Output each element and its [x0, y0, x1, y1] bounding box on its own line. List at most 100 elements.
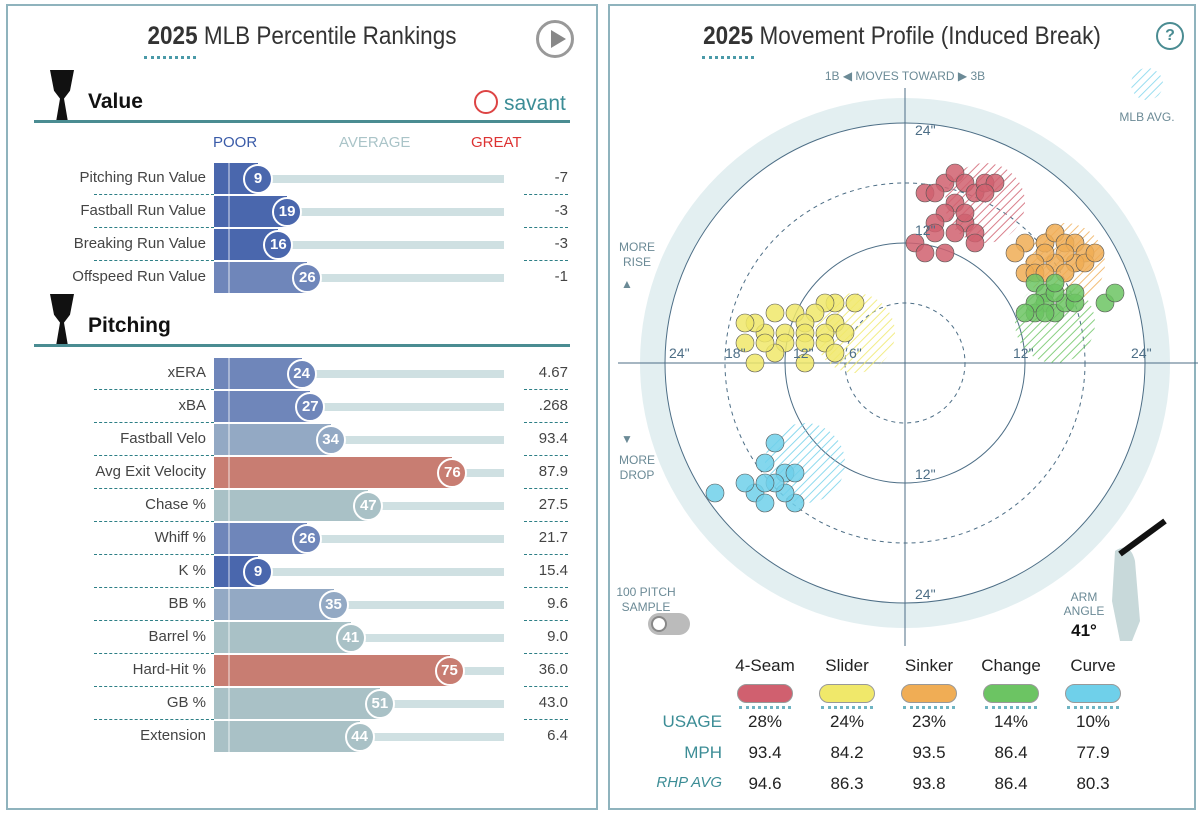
pitch-rhp: 86.4	[994, 774, 1028, 793]
row-divider	[524, 521, 568, 522]
pitch-usage: 10%	[1075, 712, 1111, 731]
percentile-track	[214, 370, 504, 378]
percentile-badge: 47	[353, 491, 384, 521]
bar-tick	[228, 229, 230, 260]
pitch-dot	[755, 473, 775, 493]
pitch-dot	[1015, 303, 1035, 323]
stat-value: 9.0	[547, 628, 568, 645]
percentile-bar	[214, 523, 308, 554]
stat-row[interactable]: Offspeed Run Value 26 -1	[8, 262, 598, 295]
bar-tick	[228, 196, 230, 227]
percentile-bar	[214, 622, 351, 653]
stat-row[interactable]: Hard-Hit % 75 36.0	[8, 655, 598, 688]
pitch-color-swatch[interactable]	[901, 684, 957, 703]
pitch-name: Curve	[1070, 656, 1116, 675]
play-icon	[551, 30, 566, 48]
more-rise-label: MORE	[619, 240, 655, 254]
pitch-dot	[825, 343, 845, 363]
pitch-name: Sinker	[904, 656, 954, 675]
bar-tick	[228, 523, 230, 554]
row-divider	[94, 260, 214, 261]
pitch-dot	[975, 183, 995, 203]
pitch-mph: 93.5	[912, 743, 946, 762]
row-divider	[94, 389, 214, 390]
stat-row[interactable]: Breaking Run Value 16 -3	[8, 229, 598, 262]
stat-row[interactable]: Avg Exit Velocity 76 87.9	[8, 457, 598, 490]
pitch-color-swatch[interactable]	[983, 684, 1039, 703]
bar-tick	[228, 622, 230, 653]
pitch-name: Change	[981, 656, 1041, 675]
stat-row[interactable]: GB % 51 43.0	[8, 688, 598, 721]
percentile-track	[214, 175, 504, 183]
title-underline	[144, 56, 196, 60]
stat-row[interactable]: Extension 44 6.4	[8, 721, 598, 754]
pitch-dot	[735, 473, 755, 493]
percentile-bar	[214, 688, 380, 719]
stat-row[interactable]: Pitching Run Value 9 -7	[8, 163, 598, 196]
stat-value: 9.6	[547, 595, 568, 612]
pitch-color-swatch[interactable]	[819, 684, 875, 703]
stat-row[interactable]: K % 9 15.4	[8, 556, 598, 589]
stat-label: Chase %	[145, 496, 206, 513]
section-title: Value	[88, 90, 143, 113]
percentile-track	[214, 208, 504, 216]
pitch-dot	[845, 293, 865, 313]
pitch-rhp: 86.3	[830, 774, 864, 793]
stat-value: -7	[554, 169, 568, 186]
stat-row[interactable]: Barrel % 41 9.0	[8, 622, 598, 655]
row-divider	[94, 587, 214, 588]
percentile-bar	[214, 721, 360, 752]
pitcher-silhouette	[1112, 547, 1140, 641]
toggle-knob	[651, 616, 667, 632]
stat-value: 87.9	[538, 463, 568, 480]
pitch-dot	[925, 223, 945, 243]
pitch-dot	[795, 353, 815, 373]
pitch-dot	[925, 183, 945, 203]
percentile-badge: 75	[434, 656, 465, 686]
bar-tick	[228, 490, 230, 521]
percentile-bar	[214, 457, 453, 488]
section-title: Pitching	[88, 314, 171, 337]
row-divider	[94, 488, 214, 489]
stat-row[interactable]: Whiff % 26 21.7	[8, 523, 598, 556]
arm-angle-label: ANGLE	[1064, 604, 1105, 618]
percentile-track	[214, 241, 504, 249]
movement-title: 2025 Movement Profile (Induced Break)	[639, 22, 1165, 51]
row-divider	[524, 620, 568, 621]
pitch-color-swatch[interactable]	[1065, 684, 1121, 703]
title-text: Movement Profile (Induced Break)	[759, 22, 1101, 50]
row-divider	[94, 686, 214, 687]
row-divider	[94, 521, 214, 522]
stat-label: Hard-Hit %	[132, 661, 206, 678]
stat-row[interactable]: Fastball Run Value 19 -3	[8, 196, 598, 229]
stat-row[interactable]: xBA 27 .268	[8, 391, 598, 424]
bar-tick	[228, 457, 230, 488]
arm-angle-value: 41°	[1071, 621, 1097, 640]
stat-row[interactable]: Chase % 47 27.5	[8, 490, 598, 523]
stat-label: Extension	[140, 727, 206, 744]
play-button[interactable]	[536, 20, 574, 58]
stat-row[interactable]: xERA 24 4.67	[8, 358, 598, 391]
help-button[interactable]: ?	[1156, 22, 1184, 50]
percentile-badge: 24	[286, 359, 317, 389]
ring-label: 24"	[915, 122, 936, 138]
pitch-usage: 23%	[911, 712, 947, 731]
rise-arrow-icon: ▲	[621, 277, 633, 291]
stat-value: 15.4	[538, 562, 568, 579]
bar-tick	[228, 556, 230, 587]
stat-row[interactable]: BB % 35 9.6	[8, 589, 598, 622]
pitch-dot	[835, 323, 855, 343]
bar-tick	[228, 655, 230, 686]
sample-toggle[interactable]	[648, 613, 690, 635]
row-divider	[524, 653, 568, 654]
stat-row[interactable]: Fastball Velo 34 93.4	[8, 424, 598, 457]
stat-value: -3	[554, 202, 568, 219]
pitch-color-swatch[interactable]	[737, 684, 793, 703]
pitch-rhp: 80.3	[1076, 774, 1110, 793]
more-drop-label: MORE	[619, 453, 655, 467]
row-divider	[524, 686, 568, 687]
pitch-dot	[965, 233, 985, 253]
row-divider	[94, 620, 214, 621]
row-divider	[94, 719, 214, 720]
mlb-avg-legend: MLB AVG.	[1119, 110, 1174, 124]
